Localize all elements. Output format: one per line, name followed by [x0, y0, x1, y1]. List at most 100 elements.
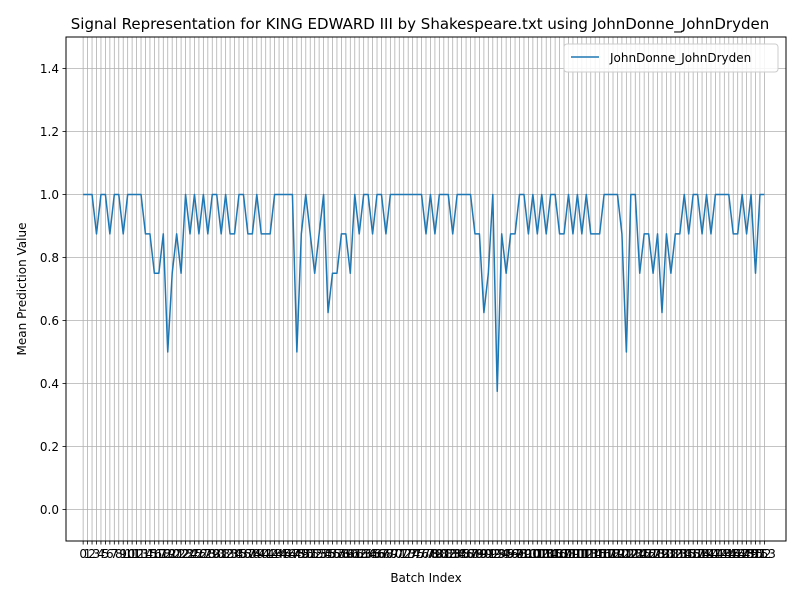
- x-tick-label: 101: [521, 547, 544, 561]
- y-tick-label: 0.2: [40, 440, 59, 454]
- x-tick-label: 19: [160, 547, 175, 561]
- x-tick-label: 61: [347, 547, 362, 561]
- x-tick-label: 108: [553, 547, 576, 561]
- x-tick-label: 81: [436, 547, 451, 561]
- x-tick-label: 16: [147, 547, 162, 561]
- y-axis-ticks: 0.0 0.2 0.4 0.6 0.8 1.0 1.2 1.4: [40, 62, 66, 517]
- x-tick-label: 117: [593, 547, 616, 561]
- x-tick-label: 92: [485, 547, 500, 561]
- x-tick-label: 30: [209, 547, 224, 561]
- x-tick-label: 55: [320, 547, 335, 561]
- x-tick-label: 59: [338, 547, 353, 561]
- x-tick-label: 132: [659, 547, 682, 561]
- x-tick-label: 91: [481, 547, 496, 561]
- x-tick-label: 70: [387, 547, 402, 561]
- x-tick-label: 139: [691, 547, 714, 561]
- y-tick-label: 0.8: [40, 251, 59, 265]
- series-lines: [83, 193, 765, 393]
- x-tick-label: 112: [570, 547, 593, 561]
- x-tick-label: 1: [84, 547, 92, 561]
- y-tick-label: 1.0: [40, 188, 59, 202]
- x-axis-label: Batch Index: [390, 571, 461, 585]
- x-tick-label: 128: [642, 547, 665, 561]
- x-tick-label: 75: [409, 547, 424, 561]
- x-tick-label: 72: [396, 547, 411, 561]
- x-tick-label: 105: [539, 547, 562, 561]
- x-tick-label: 113: [575, 547, 598, 561]
- x-tick-label: 136: [677, 547, 700, 561]
- x-tick-label: 85: [454, 547, 469, 561]
- x-tick-label: 95: [499, 547, 514, 561]
- x-tick-label: 130: [651, 547, 674, 561]
- x-tick-label: 150: [740, 547, 763, 561]
- x-tick-label: 84: [450, 547, 465, 561]
- x-tick-label: 41: [258, 547, 273, 561]
- x-tick-label: 145: [717, 547, 740, 561]
- x-tick-label: 119: [602, 547, 625, 561]
- x-tick-label: 127: [637, 547, 660, 561]
- x-tick-label: 107: [548, 547, 571, 561]
- x-tick-label: 99: [516, 547, 531, 561]
- x-tick-label: 98: [512, 547, 527, 561]
- x-tick-label: 97: [507, 547, 522, 561]
- y-tick-label: 1.2: [40, 125, 59, 139]
- x-tick-label: 69: [383, 547, 398, 561]
- x-tick-label: 26: [191, 547, 206, 561]
- legend-box: [563, 43, 779, 73]
- x-tick-label: 123: [619, 547, 642, 561]
- x-tick-label: 18: [156, 547, 171, 561]
- x-tick-label: 76: [414, 547, 429, 561]
- x-tick-label: 33: [222, 547, 237, 561]
- x-tick-label: 8: [115, 547, 123, 561]
- x-tick-label: 24: [182, 547, 197, 561]
- x-tick-label: 124: [624, 547, 647, 561]
- x-tick-label: 120: [606, 547, 629, 561]
- x-tick-label: 45: [276, 547, 291, 561]
- x-tick-label: 78: [423, 547, 438, 561]
- y-tick-label: 0.4: [40, 377, 59, 391]
- x-tick-label: 73: [401, 547, 416, 561]
- x-tick-label: 151: [744, 547, 767, 561]
- x-tick-label: 87: [463, 547, 478, 561]
- x-tick-label: 134: [668, 547, 691, 561]
- x-tick-label: 62: [352, 547, 367, 561]
- x-tick-label: 38: [245, 547, 260, 561]
- x-tick-label: 22: [173, 547, 188, 561]
- x-tick-label: 15: [142, 547, 157, 561]
- x-tick-label: 121: [610, 547, 633, 561]
- x-tick-label: 20: [165, 547, 180, 561]
- x-tick-label: 104: [535, 547, 558, 561]
- x-tick-label: 58: [334, 547, 349, 561]
- x-tick-label: 129: [646, 547, 669, 561]
- x-tick-label: 29: [205, 547, 220, 561]
- x-tick-label: 109: [557, 547, 580, 561]
- x-tick-label: 79: [427, 547, 442, 561]
- x-tick-label: 115: [584, 547, 607, 561]
- x-tick-label: 102: [526, 547, 549, 561]
- x-tick-label: 5: [102, 547, 110, 561]
- x-tick-label: 77: [418, 547, 433, 561]
- x-tick-label: 27: [196, 547, 211, 561]
- x-tick-label: 17: [151, 547, 166, 561]
- x-tick-label: 133: [664, 547, 687, 561]
- x-tick-label: 88: [467, 547, 482, 561]
- x-tick-label: 126: [633, 547, 656, 561]
- plot-frame: [65, 36, 787, 542]
- x-tick-label: 31: [214, 547, 229, 561]
- x-tick-label: 103: [530, 547, 553, 561]
- x-tick-label: 94: [494, 547, 509, 561]
- x-tick-label: 37: [240, 547, 255, 561]
- legend: JohnDonne_JohnDryden: [563, 43, 779, 73]
- x-tick-label: 67: [374, 547, 389, 561]
- x-tick-label: 49: [294, 547, 309, 561]
- x-tick-label: 46: [280, 547, 295, 561]
- y-tick-label: 1.4: [40, 62, 59, 76]
- x-tick-label: 89: [472, 547, 487, 561]
- x-tick-label: 13: [133, 547, 148, 561]
- x-tick-label: 2: [88, 547, 96, 561]
- x-tick-label: 23: [178, 547, 193, 561]
- x-tick-label: 118: [597, 547, 620, 561]
- x-tick-label: 25: [187, 547, 202, 561]
- x-tick-label: 21: [169, 547, 184, 561]
